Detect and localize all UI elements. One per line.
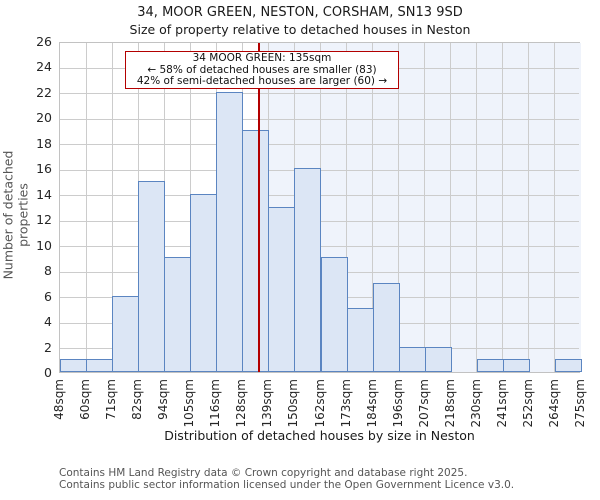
y-tick-label: 20 [36, 110, 52, 126]
vertical-gridline [476, 43, 478, 372]
y-tick-label: 4 [44, 314, 52, 330]
vertical-gridline [450, 43, 452, 372]
x-tick-label: 82sqm [130, 379, 145, 420]
horizontal-gridline [60, 144, 579, 146]
vertical-gridline [398, 43, 400, 372]
histogram-bar [346, 308, 374, 372]
x-tick-label: 60sqm [78, 379, 93, 420]
histogram-bar [86, 359, 114, 372]
chart-subtitle: Size of property relative to detached ho… [129, 22, 471, 37]
plot-area [59, 42, 582, 373]
histogram-bar [554, 359, 582, 372]
histogram-bar [476, 359, 504, 372]
x-tick-label: 105sqm [182, 379, 197, 428]
x-tick-label: 218sqm [442, 379, 457, 428]
x-tick-label: 139sqm [260, 379, 275, 428]
y-tick-label: 8 [44, 263, 52, 279]
x-tick-label: 230sqm [468, 379, 483, 428]
property-size-marker-line [257, 43, 260, 372]
y-tick-label: 10 [36, 237, 52, 253]
attribution-footer: Contains HM Land Registry data © Crown c… [59, 467, 515, 491]
histogram-bar [398, 346, 426, 372]
histogram-bar [502, 359, 530, 372]
vertical-gridline [528, 43, 530, 372]
x-tick-label: 173sqm [338, 379, 353, 428]
histogram-bar [216, 91, 244, 372]
vertical-gridline [85, 43, 87, 372]
x-tick-label: 184sqm [364, 379, 379, 428]
y-tick-label: 12 [36, 212, 52, 228]
histogram-bar [242, 130, 270, 372]
annotation-property-label: 34 MOOR GREEN: 135sqm [192, 52, 332, 64]
y-tick-label: 22 [36, 84, 52, 100]
histogram-bar [112, 295, 140, 372]
histogram-bar [138, 181, 166, 372]
x-tick-label: 162sqm [312, 379, 327, 428]
horizontal-gridline [60, 93, 579, 95]
y-tick-label: 2 [44, 339, 52, 355]
x-tick-label: 196sqm [390, 379, 405, 428]
y-tick-label: 18 [36, 135, 52, 151]
marker-annotation-box: 34 MOOR GREEN: 135sqm ← 58% of detached … [125, 51, 399, 89]
x-tick-label: 94sqm [156, 379, 171, 420]
annotation-smaller-stat: ← 58% of detached houses are smaller (83… [147, 63, 377, 76]
vertical-gridline [554, 43, 556, 372]
footer-line-2: Contains public sector information licen… [59, 478, 515, 491]
y-tick-label: 24 [36, 59, 52, 75]
x-tick-label: 241sqm [494, 379, 509, 428]
histogram-bar [190, 193, 218, 372]
x-tick-label: 48sqm [52, 379, 66, 420]
x-tick-label: 71sqm [104, 379, 119, 420]
x-tick-label: 150sqm [286, 379, 301, 428]
y-tick-label: 14 [36, 186, 52, 202]
annotation-larger-stat: 42% of semi-detached houses are larger (… [136, 75, 388, 87]
y-tick-label: 0 [44, 365, 52, 380]
chart-title: 34, MOOR GREEN, NESTON, CORSHAM, SN13 9S… [137, 5, 463, 20]
y-tick-label: 6 [44, 288, 52, 304]
x-axis-title: Distribution of detached houses by size … [164, 428, 475, 443]
histogram-bar [60, 359, 88, 372]
x-tick-label: 128sqm [234, 379, 249, 428]
histogram-bar [268, 206, 296, 372]
vertical-gridline [346, 43, 348, 372]
x-tick-label: 207sqm [416, 379, 431, 428]
vertical-gridline [372, 43, 374, 372]
vertical-gridline [424, 43, 426, 372]
footer-line-1: Contains HM Land Registry data © Crown c… [59, 467, 468, 479]
histogram-bar [424, 346, 452, 372]
x-tick-label: 252sqm [520, 379, 535, 428]
vertical-gridline [502, 43, 504, 372]
histogram-bar [320, 257, 348, 372]
histogram-bar [294, 168, 322, 372]
x-tick-label: 264sqm [546, 379, 561, 428]
histogram-bar [164, 257, 192, 372]
horizontal-gridline [60, 118, 579, 120]
x-tick-label: 116sqm [208, 379, 223, 428]
x-tick-label: 275sqm [573, 379, 587, 428]
vertical-gridline [111, 43, 113, 372]
y-tick-label: 16 [36, 161, 52, 177]
y-tick-label: 26 [36, 34, 52, 49]
histogram-bar [372, 282, 400, 372]
